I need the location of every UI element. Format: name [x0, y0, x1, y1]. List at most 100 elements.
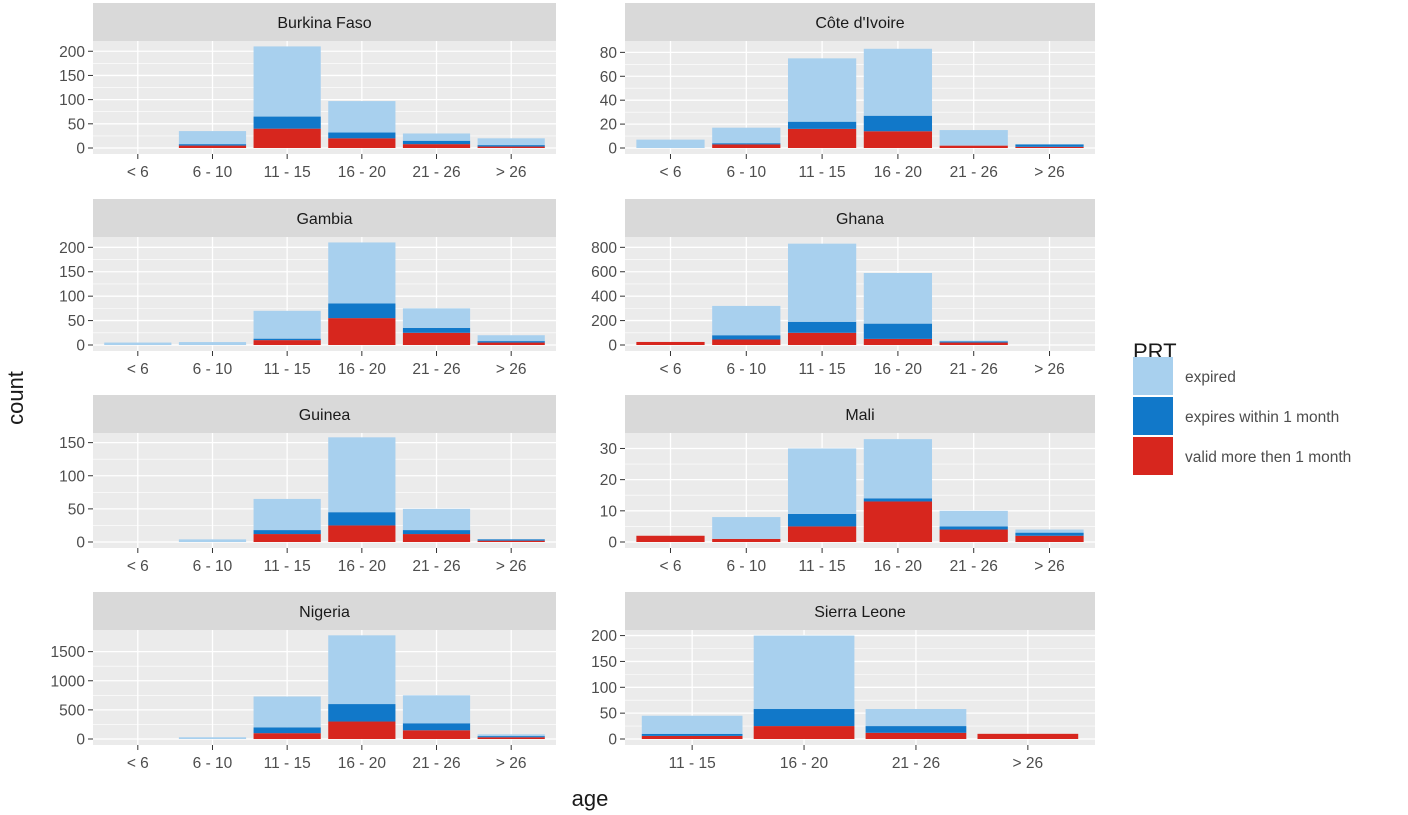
- x-tick-label: 11 - 15: [264, 558, 311, 575]
- bar-expired-6: [636, 139, 705, 148]
- facet-strip: [93, 199, 556, 237]
- bar-expires_within-16-20: [328, 132, 396, 139]
- bar-expired-21-26: [402, 695, 471, 724]
- bar-valid-11-15: [253, 534, 321, 542]
- x-tick-label: 6 - 10: [193, 164, 233, 181]
- bar-expires_within-26: [1015, 532, 1084, 536]
- x-tick-label: 6 - 10: [193, 558, 233, 575]
- bar-expires_within-11-15: [787, 121, 857, 129]
- y-tick-label: 0: [608, 141, 617, 158]
- bar-expired-11-15: [787, 243, 857, 322]
- bar-expired-16-20: [328, 437, 396, 513]
- bar-expires_within-26: [1015, 144, 1084, 147]
- x-tick-label: 6 - 10: [193, 755, 233, 772]
- bar-expired-16-20: [863, 272, 933, 324]
- y-tick-label: 100: [591, 680, 617, 697]
- x-tick-label: 16 - 20: [780, 755, 829, 772]
- bar-valid-6: [636, 341, 705, 345]
- x-tick-label: > 26: [1013, 755, 1044, 772]
- y-tick-label: 200: [591, 313, 617, 330]
- bar-expires_within-6-10: [712, 143, 781, 145]
- bar-valid-26: [977, 733, 1079, 739]
- bar-expired-26: [477, 335, 545, 342]
- facet-c-te-d-ivoire: Côte d'Ivoire 0 20 40 60 80 < 6 6 - 10 11 - 15 16…: [600, 3, 1095, 181]
- facet-title: Côte d'Ivoire: [815, 15, 904, 32]
- y-tick-label: 50: [68, 116, 86, 133]
- y-tick-label: 50: [600, 706, 618, 723]
- x-tick-label: < 6: [127, 558, 149, 575]
- x-tick-label: < 6: [127, 755, 149, 772]
- bar-valid-21-26: [939, 145, 1008, 148]
- x-tick-label: 11 - 15: [264, 755, 311, 772]
- bar-expired-6-10: [178, 737, 247, 739]
- bar-valid-26: [477, 146, 545, 148]
- bar-valid-21-26: [865, 732, 967, 739]
- bar-expires_within-6-10: [178, 144, 247, 146]
- facet-strip: [93, 3, 556, 41]
- bar-expired-21-26: [402, 308, 471, 328]
- y-tick-label: 800: [591, 240, 617, 257]
- bar-expired-16-20: [753, 635, 855, 710]
- bar-expires_within-11-15: [787, 321, 857, 333]
- y-tick-label: 50: [68, 313, 86, 330]
- x-tick-label: > 26: [496, 361, 527, 378]
- bar-expired-21-26: [939, 130, 1008, 146]
- y-tick-label: 0: [76, 141, 85, 158]
- panel-background: [625, 433, 1095, 548]
- legend-key-expires_within: [1133, 397, 1173, 435]
- legend-label: expires within 1 month: [1185, 409, 1339, 426]
- bar-expired-26: [477, 734, 545, 737]
- facet-title: Guinea: [299, 407, 351, 424]
- y-tick-label: 80: [600, 45, 618, 62]
- x-tick-label: > 26: [496, 558, 527, 575]
- y-tick-label: 40: [600, 93, 618, 110]
- facet-title: Gambia: [296, 211, 352, 228]
- x-tick-label: > 26: [1034, 164, 1065, 181]
- y-tick-label: 10: [600, 503, 618, 520]
- bar-expired-6-10: [712, 127, 781, 144]
- bar-expires_within-21-26: [402, 723, 471, 731]
- bar-expired-6-10: [712, 517, 781, 539]
- y-tick-label: 500: [59, 702, 85, 719]
- bar-expires_within-26: [477, 736, 545, 738]
- facet-strip: [625, 199, 1095, 237]
- x-tick-label: > 26: [1034, 558, 1065, 575]
- panel-background: [93, 237, 556, 351]
- bar-valid-26: [477, 540, 545, 542]
- bar-valid-11-15: [253, 128, 321, 148]
- bar-expires_within-11-15: [253, 727, 321, 734]
- bar-expires_within-16-20: [863, 323, 933, 339]
- bar-valid-26: [477, 342, 545, 345]
- x-tick-label: 11 - 15: [799, 164, 846, 181]
- bar-expired-6: [104, 342, 172, 345]
- x-tick-label: > 26: [496, 164, 527, 181]
- panel-background: [93, 41, 556, 154]
- x-tick-label: 16 - 20: [338, 755, 387, 772]
- panel-background: [93, 630, 556, 745]
- facet-title: Mali: [845, 407, 874, 424]
- y-tick-label: 200: [59, 44, 85, 61]
- bar-expires_within-11-15: [641, 733, 743, 736]
- bar-expired-6-10: [178, 539, 247, 542]
- panel-background: [625, 237, 1095, 351]
- x-tick-label: 16 - 20: [874, 361, 923, 378]
- bar-valid-16-20: [328, 525, 396, 542]
- y-tick-label: 1500: [51, 644, 86, 661]
- x-tick-label: 11 - 15: [669, 755, 716, 772]
- facet-strip: [625, 395, 1095, 433]
- bar-expires_within-21-26: [939, 341, 1008, 343]
- bar-expired-16-20: [863, 439, 933, 499]
- x-tick-label: 6 - 10: [726, 558, 766, 575]
- bar-valid-6: [636, 535, 705, 542]
- facet-strip: [93, 395, 556, 433]
- y-tick-label: 20: [600, 117, 618, 134]
- x-tick-label: 16 - 20: [874, 558, 923, 575]
- y-tick-label: 200: [591, 628, 617, 645]
- y-tick-label: 150: [59, 435, 85, 452]
- bar-expired-16-20: [328, 101, 396, 133]
- bar-expires_within-11-15: [253, 530, 321, 535]
- bar-valid-16-20: [753, 726, 855, 739]
- bar-expired-11-15: [253, 498, 321, 531]
- bar-valid-16-20: [328, 721, 396, 739]
